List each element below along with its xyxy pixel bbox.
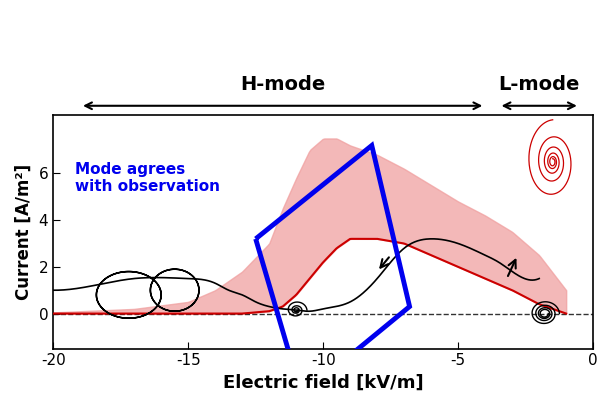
Y-axis label: Current [A/m²]: Current [A/m²] bbox=[15, 164, 33, 300]
Text: L-mode: L-mode bbox=[498, 75, 580, 94]
X-axis label: Electric field [kV/m]: Electric field [kV/m] bbox=[223, 374, 424, 392]
Text: H-mode: H-mode bbox=[240, 75, 326, 94]
Text: Mode agrees
with observation: Mode agrees with observation bbox=[75, 162, 220, 194]
